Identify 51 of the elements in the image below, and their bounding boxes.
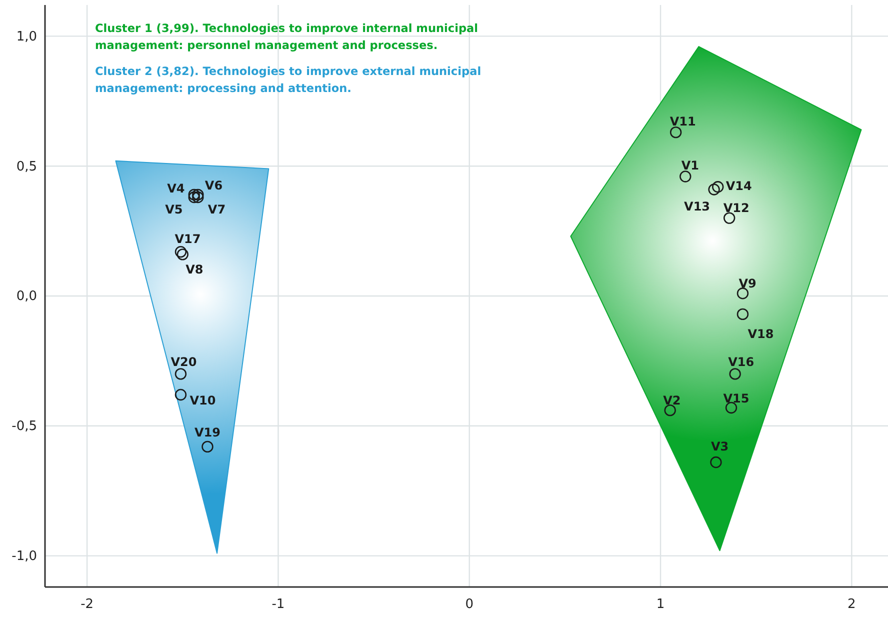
annotation: V20 <box>170 354 197 369</box>
point <box>188 188 200 201</box>
annotation: V15 <box>723 392 750 406</box>
point <box>188 191 200 204</box>
point <box>670 126 682 138</box>
point <box>708 184 720 196</box>
annotation: V16 <box>728 354 754 369</box>
y-tick-label: -1,0 <box>12 548 37 564</box>
x-tick-label: 0 <box>465 597 474 612</box>
y-tick-label: -0,5 <box>12 419 37 434</box>
annotation: V7 <box>208 202 226 216</box>
text: Cluster 1 (3,99). Technologies to improve internal municipal management: personnel management and processes. <box>95 21 480 54</box>
annotation: V17 <box>174 232 201 246</box>
annotation: V1 <box>681 158 700 172</box>
annotation: V3 <box>710 439 729 454</box>
point <box>712 181 724 193</box>
point <box>176 248 188 260</box>
x-tick-label: 2 <box>848 597 856 612</box>
point <box>174 388 187 401</box>
point <box>192 191 204 204</box>
point <box>729 368 741 380</box>
point <box>664 404 676 416</box>
point <box>202 440 214 453</box>
annotation: V12 <box>723 201 750 216</box>
point <box>710 456 722 468</box>
y-tick-label: 1,0 <box>16 29 37 44</box>
x-tick-label: -1 <box>272 597 285 612</box>
annotation: V14 <box>726 178 752 193</box>
annotation: V8 <box>186 262 204 276</box>
y-tick-label: 0,5 <box>16 159 37 174</box>
annotation: V11 <box>670 114 696 128</box>
y-tick-label: 0,0 <box>16 289 37 304</box>
annotation: V19 <box>194 426 220 440</box>
point <box>723 212 736 224</box>
x-tick-label: 1 <box>656 597 665 612</box>
annotation: V13 <box>684 199 710 214</box>
annotation: V5 <box>165 202 183 216</box>
annotation: V10 <box>190 394 216 408</box>
annotation: V2 <box>663 393 681 408</box>
point <box>192 188 204 201</box>
point <box>736 308 749 320</box>
annotation: V6 <box>204 178 223 193</box>
x-tick-label: -2 <box>80 597 94 612</box>
point <box>736 288 749 300</box>
point <box>174 368 187 380</box>
annotation: V4 <box>167 182 185 196</box>
annotation: V18 <box>748 327 774 342</box>
annotation: V9 <box>738 276 756 290</box>
point <box>174 246 187 258</box>
text: Cluster 2 (3,82). Technologies to improve external municipal management: processing and attention. <box>95 64 482 97</box>
point <box>680 170 692 182</box>
